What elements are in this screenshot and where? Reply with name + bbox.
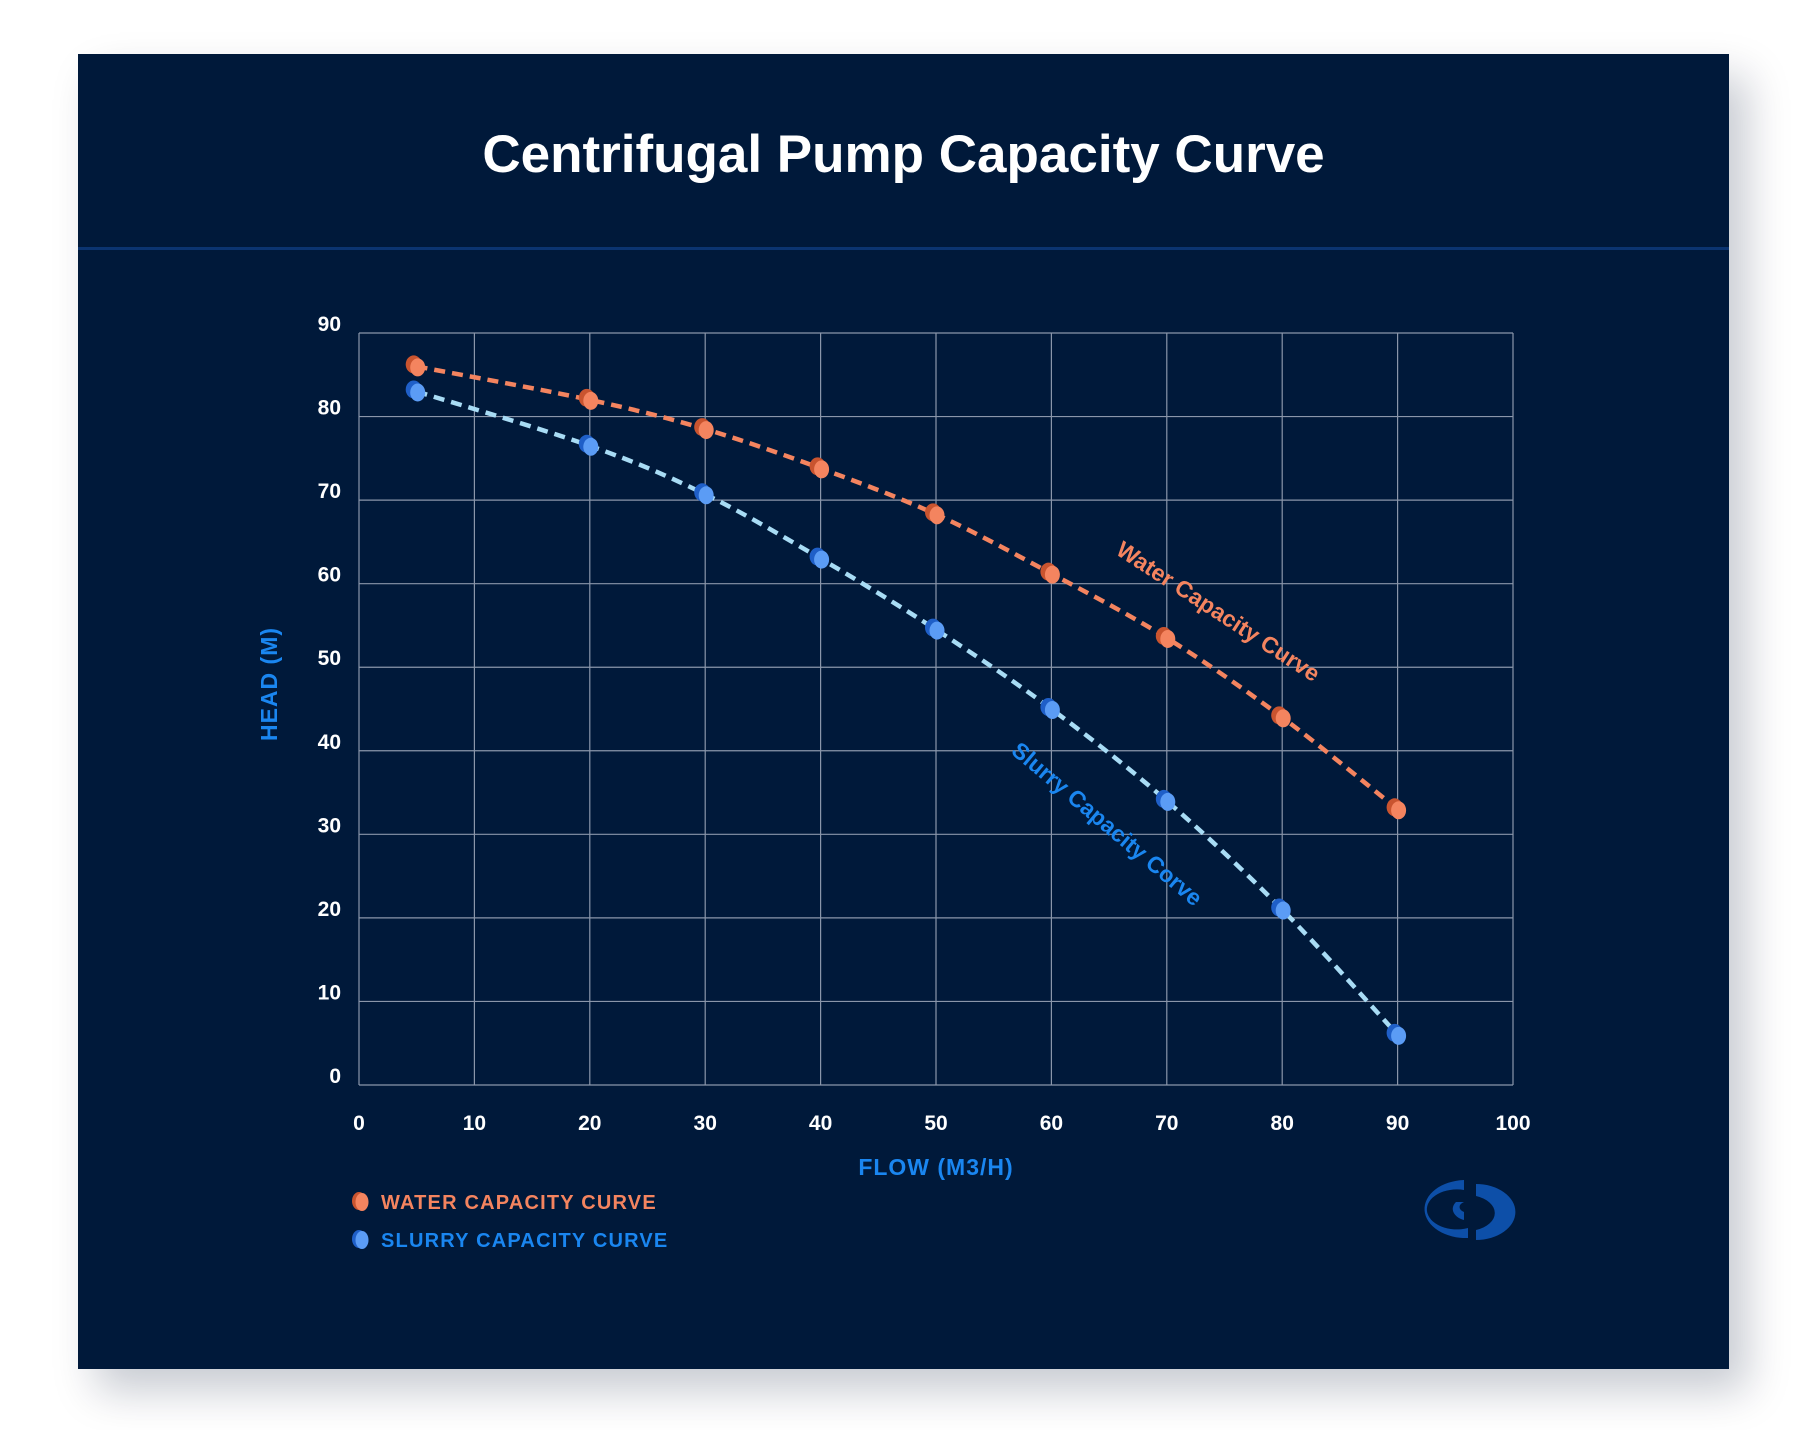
y-tick-label: 20 xyxy=(318,898,341,921)
series-line-slurry xyxy=(416,389,1400,1037)
legend-marker-slurry xyxy=(355,1231,369,1249)
data-point-marker xyxy=(814,550,830,569)
data-point-slurry xyxy=(809,547,830,569)
y-axis-title: HEAD (M) xyxy=(256,627,282,741)
x-axis-title: FLOW (M3/H) xyxy=(858,1154,1013,1180)
data-point-slurry xyxy=(694,483,714,505)
y-tick-label: 90 xyxy=(318,313,341,336)
data-point-water xyxy=(1040,562,1060,584)
x-tick-label: 30 xyxy=(694,1112,717,1135)
data-point-marker xyxy=(698,421,714,440)
y-tick-label: 30 xyxy=(318,814,341,837)
y-tick-label: 10 xyxy=(318,981,341,1004)
data-point-slurry xyxy=(1040,698,1060,719)
data-point-water xyxy=(925,503,945,525)
x-tick-label: 100 xyxy=(1495,1112,1530,1135)
data-point-marker xyxy=(1391,1026,1407,1045)
data-point-marker xyxy=(410,358,426,377)
data-point-slurry xyxy=(1386,1023,1407,1045)
data-point-water xyxy=(694,418,714,440)
data-point-water xyxy=(578,388,599,410)
x-tick-label: 0 xyxy=(353,1112,365,1135)
y-tick-label: 70 xyxy=(318,480,341,503)
header-divider xyxy=(78,247,1729,250)
x-tick-label: 60 xyxy=(1040,1112,1063,1135)
data-point-water xyxy=(1155,626,1176,648)
data-point-slurry xyxy=(1271,898,1291,920)
logo-arc-outer xyxy=(1424,1180,1468,1239)
x-tick-label: 50 xyxy=(924,1112,947,1135)
data-point-water xyxy=(405,355,426,377)
data-point-marker xyxy=(1044,701,1060,719)
y-tick-label: 40 xyxy=(318,731,341,754)
data-point-water xyxy=(1271,706,1291,728)
x-tick-label: 10 xyxy=(463,1112,486,1135)
data-point-slurry xyxy=(578,434,599,456)
legend-label-water: WATER CAPACITY CURVE xyxy=(381,1192,657,1214)
data-point-slurry xyxy=(925,618,945,640)
data-point-marker xyxy=(929,621,945,640)
data-point-marker xyxy=(1160,792,1176,811)
x-tick-label: 40 xyxy=(809,1112,832,1135)
annotation-slurry-curve: Slurry Capacity Corve xyxy=(1007,737,1208,911)
data-point-water xyxy=(809,457,830,479)
x-tick-label: 90 xyxy=(1386,1112,1409,1135)
data-point-marker xyxy=(410,383,426,402)
x-tick-label: 20 xyxy=(578,1112,601,1135)
data-point-marker xyxy=(929,506,945,525)
legend-marker-water xyxy=(355,1193,369,1211)
data-point-marker xyxy=(814,460,830,479)
data-point-marker xyxy=(1275,709,1291,728)
data-point-marker xyxy=(698,486,714,505)
series-line-water xyxy=(416,364,1400,812)
data-point-water xyxy=(1386,798,1407,820)
x-tick-label: 80 xyxy=(1271,1112,1294,1135)
data-point-marker xyxy=(1044,565,1060,584)
chart-card: Centrifugal Pump Capacity Curve xyxy=(78,54,1729,1369)
data-point-marker xyxy=(1391,801,1407,820)
brand-swirl-logo xyxy=(1424,1180,1516,1240)
data-point-slurry xyxy=(1155,789,1176,811)
data-point-marker xyxy=(583,391,599,410)
data-point-marker xyxy=(1160,629,1176,648)
y-tick-label: 0 xyxy=(329,1065,341,1088)
x-tick-label: 70 xyxy=(1155,1112,1178,1135)
annotation-water-curve: Water Capacity Curve xyxy=(1112,536,1325,687)
data-point-marker xyxy=(583,437,599,456)
y-tick-label: 60 xyxy=(318,564,341,587)
logo-arc-core xyxy=(1452,1202,1464,1220)
chart-title: Centrifugal Pump Capacity Curve xyxy=(482,125,1325,184)
legend-label-slurry: SLURRY CAPACITY CURVE xyxy=(381,1230,668,1252)
y-tick-label: 80 xyxy=(318,397,341,420)
logo-arc-inner xyxy=(1476,1184,1516,1240)
y-tick-label: 50 xyxy=(318,647,341,670)
data-point-slurry xyxy=(405,380,426,402)
data-point-marker xyxy=(1275,901,1291,920)
